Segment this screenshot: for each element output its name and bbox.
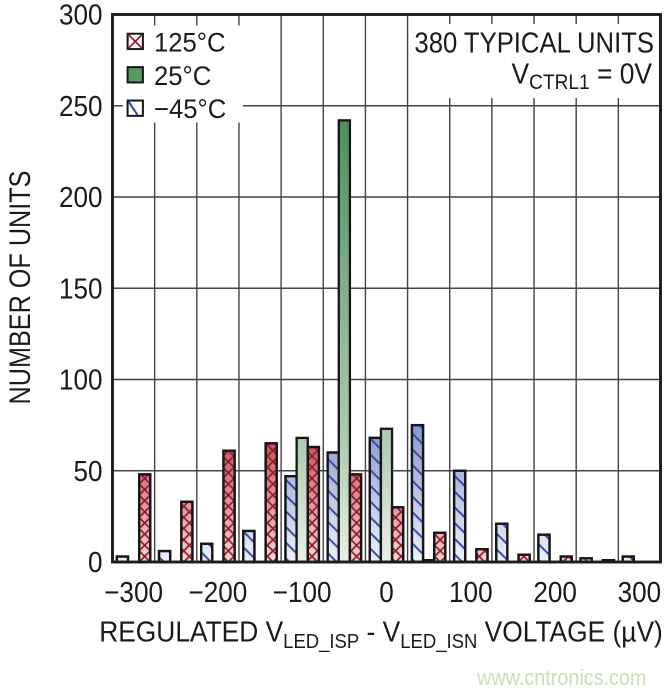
svg-text:0: 0 — [88, 546, 103, 579]
svg-text:125°C: 125°C — [154, 27, 226, 58]
svg-text:50: 50 — [73, 455, 102, 488]
svg-text:0: 0 — [379, 576, 394, 609]
svg-text:−300: −300 — [104, 576, 163, 609]
svg-text:NUMBER OF UNITS: NUMBER OF UNITS — [3, 171, 36, 405]
svg-text:−100: −100 — [273, 576, 332, 609]
svg-text:150: 150 — [59, 272, 103, 305]
svg-text:380 TYPICAL UNITS: 380 TYPICAL UNITS — [414, 26, 654, 59]
svg-text:REGULATED VLED_ISP - VLED_ISN: REGULATED VLED_ISP - VLED_ISN VOLTAGE (µ… — [99, 616, 663, 654]
svg-text:−45°C: −45°C — [154, 94, 226, 125]
svg-text:300: 300 — [59, 0, 103, 31]
svg-text:−200: −200 — [188, 576, 247, 609]
svg-text:100: 100 — [449, 576, 493, 609]
svg-text:25°C: 25°C — [154, 60, 211, 91]
svg-text:200: 200 — [59, 181, 103, 214]
svg-text:200: 200 — [533, 576, 577, 609]
svg-text:300: 300 — [618, 576, 662, 609]
svg-text:www.cntronics.com: www.cntronics.com — [476, 666, 646, 690]
svg-text:250: 250 — [59, 90, 103, 123]
svg-text:100: 100 — [59, 363, 103, 396]
